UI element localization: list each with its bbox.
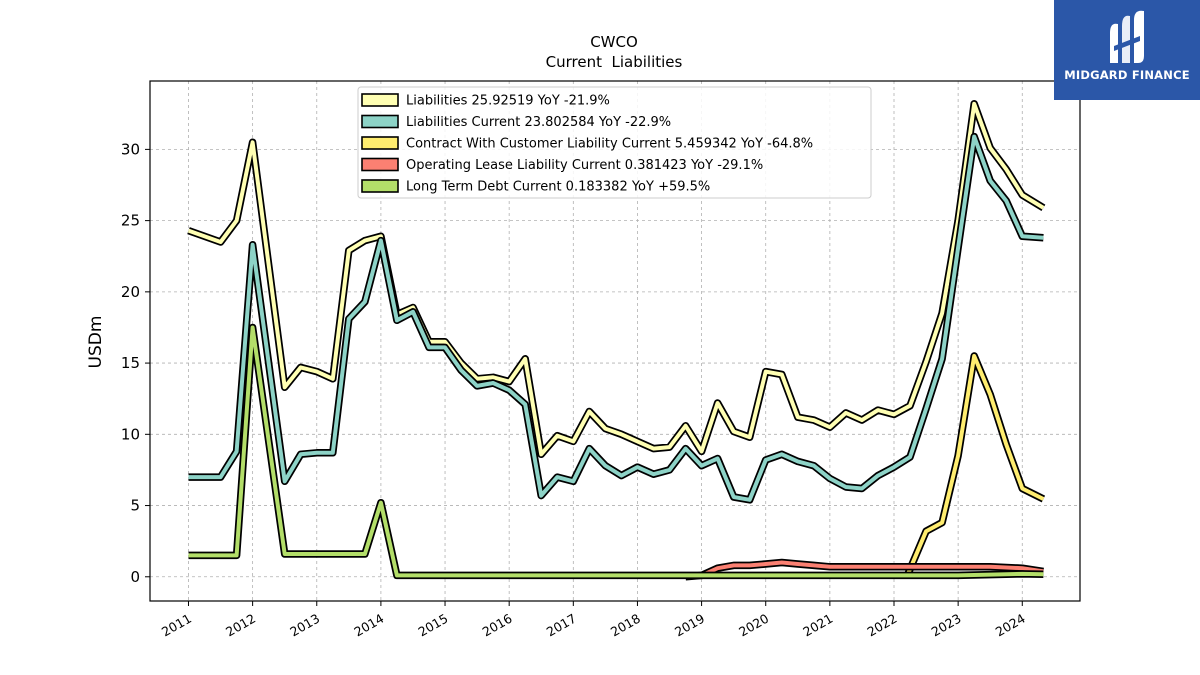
brand-logo: MIDGARD FINANCE [1054,0,1200,100]
x-tick-label: 2015 [415,611,450,640]
y-tick-label: 0 [130,568,140,586]
legend-swatch [361,114,399,129]
legend: Liabilities 25.92519 YoY -21.9% Liabiliti… [357,86,872,199]
x-tick-label: 2021 [800,611,835,640]
legend-entry: Long Term Debt Current 0.183382 YoY +59.… [406,180,710,195]
legend-entry: Liabilities Current 23.802584 YoY -22.9% [406,115,671,130]
chart-title: CWCO [590,33,638,51]
y-tick-label: 15 [121,354,140,372]
x-tick-label: 2020 [736,611,771,640]
x-axis-ticks: 2011 2012 2013 2014 2015 2016 2017 2018 2019 2020… [159,601,1028,640]
x-tick-label: 2014 [351,611,386,640]
legend-frame [357,86,872,199]
brand-name: MIDGARD FINANCE [1064,68,1190,82]
x-tick-label: 2017 [544,611,579,640]
y-tick-label: 25 [121,212,140,230]
series-3 [685,558,1044,581]
y-axis-label: USDm [86,316,106,369]
series-line [187,101,1045,457]
series-line [188,134,1044,502]
legend-swatch [361,93,399,107]
chart-subtitle: Current Liabilities [546,53,683,71]
plot-frame [149,80,1081,602]
y-tick-label: 10 [121,425,140,443]
brand-mark-icon [1110,10,1144,64]
series-line [904,354,1045,578]
x-tick-label: 2022 [864,611,899,640]
legend-swatch [361,157,399,172]
series-line-outline [903,352,1046,579]
x-tick-label: 2024 [993,611,1028,640]
series-0 [187,100,1046,459]
y-axis-ticks: 0 5 10 15 20 25 30 [121,140,150,586]
y-tick-label: 30 [121,140,140,158]
x-tick-label: 2016 [480,611,515,640]
series-line [685,560,1044,579]
x-tick-label: 2011 [159,611,194,640]
legend-entry: Contract With Customer Liability Current… [406,137,813,152]
legend-swatch [361,179,399,193]
x-tick-label: 2012 [223,611,258,640]
x-tick-label: 2023 [929,611,964,640]
y-tick-label: 5 [130,497,140,515]
legend-swatch [361,136,399,150]
series-1 [188,132,1044,504]
x-tick-label: 2019 [672,611,707,640]
y-tick-label: 20 [121,283,140,301]
series-layer [187,100,1046,581]
series-4 [188,323,1044,580]
series-2 [903,352,1046,579]
x-tick-label: 2018 [608,611,643,640]
legend-entry: Liabilities 25.92519 YoY -21.9% [406,94,610,109]
x-tick-label: 2013 [287,611,322,640]
legend-entry: Operating Lease Liability Current 0.3814… [406,158,763,173]
series-line [188,325,1044,578]
